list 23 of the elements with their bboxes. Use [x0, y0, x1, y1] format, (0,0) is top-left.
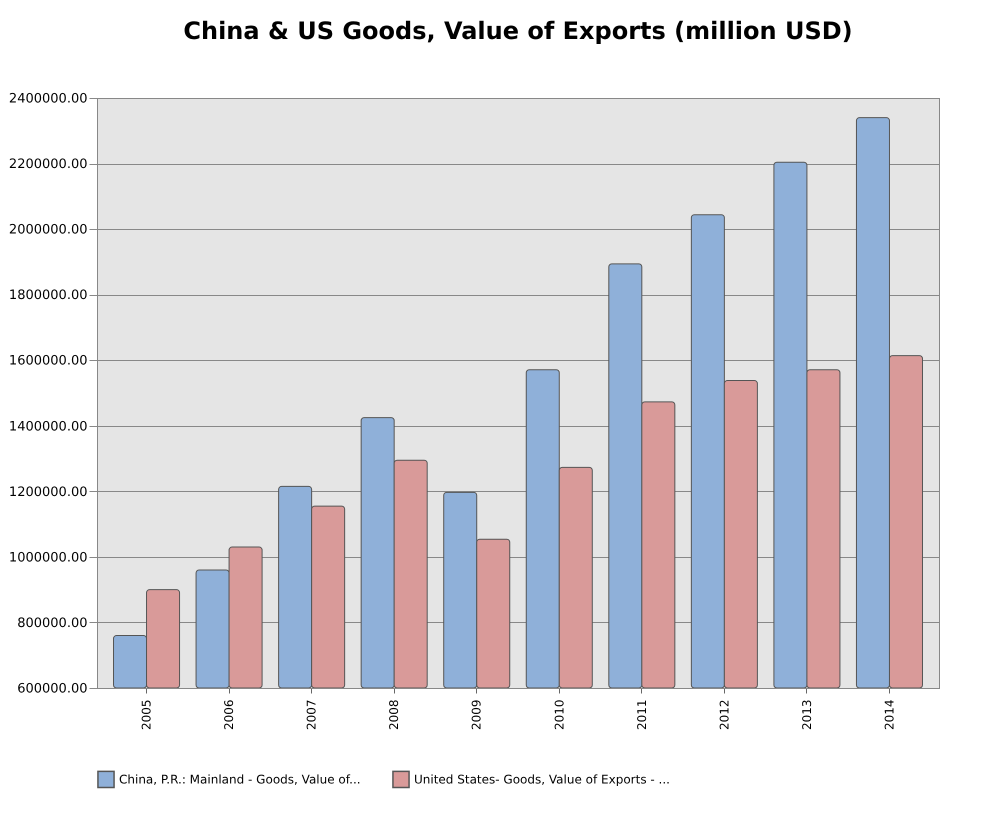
x-tick-label: 2009	[470, 700, 484, 730]
y-tick-label: 1000000.00	[8, 550, 88, 566]
y-tick-label: 1400000.00	[8, 419, 88, 434]
y-tick-label: 1800000.00	[8, 288, 88, 304]
legend-label: China, P.R.: Mainland - Goods, Value of...	[119, 772, 361, 786]
x-tick-label: 2008	[387, 700, 402, 730]
y-tick-label: 1200000.00	[8, 484, 88, 500]
y-tick-label: 800000.00	[17, 616, 88, 631]
x-tick-label: 2014	[882, 700, 896, 730]
chart-title: China & US Goods, Value of Exports (million USD)	[183, 17, 853, 45]
x-tick-label: 2013	[800, 700, 814, 730]
x-tick-label: 2006	[222, 700, 236, 730]
x-tick-label: 2010	[552, 700, 566, 730]
y-tick-label: 2200000.00	[8, 157, 88, 172]
y-tick-label: 2400000.00	[8, 92, 88, 106]
y-tick-label: 600000.00	[17, 682, 88, 696]
y-tick-label: 2000000.00	[8, 222, 88, 238]
y-tick-label: 1600000.00	[8, 354, 88, 369]
x-tick-label: 2011	[634, 700, 649, 730]
x-tick-label: 2005	[140, 700, 154, 730]
legend-label: United States- Goods, Value of Exports - ...	[414, 772, 670, 786]
x-tick-label: 2007	[304, 700, 319, 730]
x-tick-label: 2012	[717, 700, 732, 730]
